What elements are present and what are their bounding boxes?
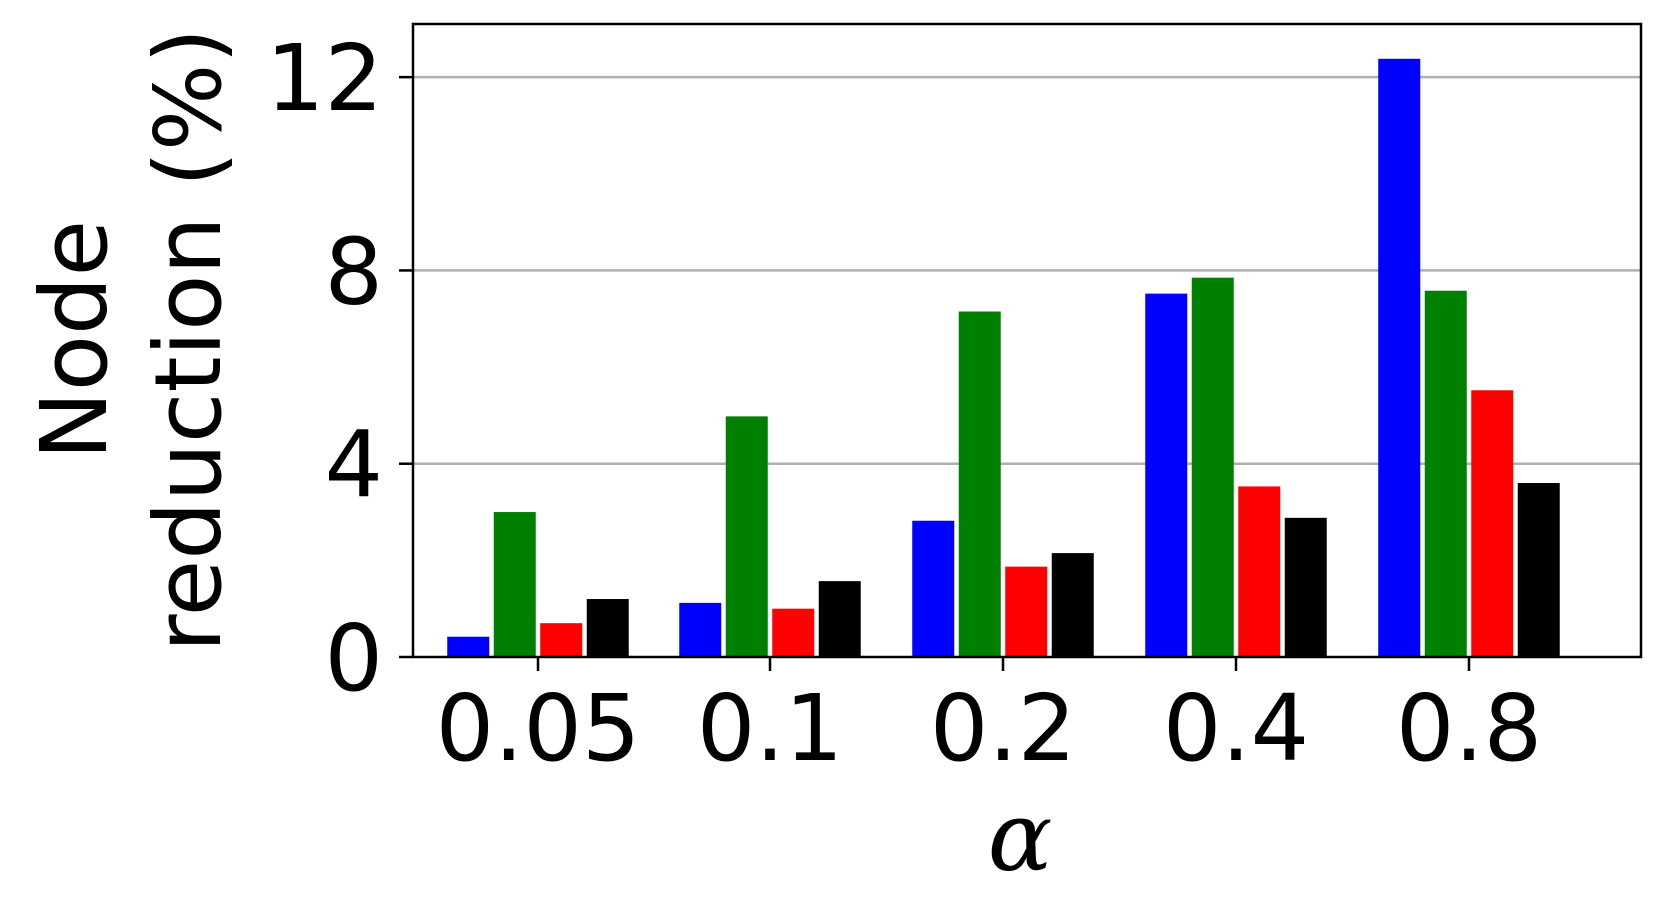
bar-series-1-alpha-0.05	[447, 636, 490, 657]
x-tick-label-0.2: 0.2	[930, 675, 1076, 782]
x-tick-label-0.1: 0.1	[697, 675, 843, 782]
bar-series-4-alpha-0.2	[1051, 553, 1094, 657]
bar-series-3-alpha-0.2	[1005, 566, 1048, 657]
bar-series-4-alpha-0.8	[1517, 483, 1560, 657]
bar-series-1-alpha-0.8	[1378, 58, 1421, 658]
bar-series-1-alpha-0.4	[1145, 293, 1188, 657]
x-axis-title: α	[988, 781, 1053, 893]
x-tick-label-0.05: 0.05	[436, 675, 641, 782]
x-tick-label-0.4: 0.4	[1163, 675, 1309, 782]
y-axis-ticks: 0 4 8 12	[266, 25, 413, 712]
bar-series-3-alpha-0.1	[772, 608, 815, 657]
bar-series-3-alpha-0.4	[1238, 486, 1281, 657]
bar-series-2-alpha-0.05	[493, 512, 536, 657]
bars-group	[447, 58, 1560, 658]
plot-frame	[411, 22, 1643, 659]
bar-series-4-alpha-0.05	[586, 599, 629, 657]
bar-series-3-alpha-0.8	[1471, 390, 1514, 657]
y-tick-label-12: 12	[266, 25, 383, 132]
bar-series-2-alpha-0.8	[1424, 290, 1467, 657]
bar-series-2-alpha-0.4	[1191, 277, 1234, 657]
bar-series-3-alpha-0.05	[540, 623, 583, 657]
x-axis-ticks: 0.05 0.1 0.2 0.4 0.8	[436, 657, 1542, 782]
bar-series-1-alpha-0.2	[912, 520, 955, 657]
bar-series-2-alpha-0.2	[958, 311, 1001, 657]
bar-series-2-alpha-0.1	[725, 416, 768, 657]
y-axis-title-line-1: Node	[21, 220, 128, 460]
bar-series-4-alpha-0.1	[818, 581, 861, 657]
x-tick-label-0.8: 0.8	[1396, 675, 1542, 782]
y-tick-label-0: 0	[324, 605, 383, 712]
y-tick-label-8: 8	[324, 218, 383, 325]
bar-series-1-alpha-0.1	[679, 602, 722, 657]
y-axis-title-line-2: reduction (%)	[135, 28, 242, 652]
y-tick-label-4: 4	[324, 412, 383, 519]
bar-series-4-alpha-0.4	[1284, 517, 1327, 657]
